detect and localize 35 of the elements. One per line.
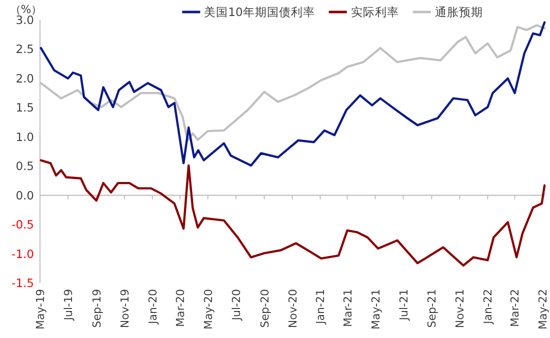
legend-label: 通胀预期 [434, 5, 483, 19]
line-series [40, 159, 546, 267]
x-tick-label: Jan-22 [482, 289, 495, 325]
x-tick-label: Sep-20 [258, 289, 272, 328]
x-tick-label: May-20 [202, 289, 215, 330]
x-tick-label: Jan-20 [146, 289, 160, 325]
legend-label: 实际利率 [350, 5, 399, 19]
legend-label: 美国10年期国债利率 [204, 5, 315, 19]
x-tick-label: Jul-21 [397, 289, 410, 322]
x-tick-label: Jul-19 [62, 289, 75, 322]
y-tick-label: -0.5 [12, 218, 34, 232]
y-tick-label: 0.5 [16, 159, 34, 174]
y-tick-label: -1.5 [12, 276, 34, 290]
y-tick-label: 1.0 [16, 130, 34, 144]
y-tick-label: 1.5 [16, 100, 34, 115]
line-series [40, 21, 546, 167]
x-tick-label: Mar-21 [341, 289, 354, 328]
y-tick-label: 0.0 [16, 188, 34, 202]
x-tick-label: Mar-22 [508, 289, 522, 328]
x-tick-label: Sep-19 [90, 289, 104, 328]
y-tick-label: 2.5 [16, 42, 34, 56]
x-tick-label: Mar-20 [174, 289, 187, 328]
x-tick-label: May-21 [369, 289, 382, 330]
x-tick-label: Jan-21 [314, 289, 328, 325]
x-tick-label: May-22 [536, 289, 550, 330]
y-tick-label: 2.0 [16, 71, 34, 86]
y-tick-label: -1.0 [12, 246, 34, 261]
x-tick-label: Nov-19 [118, 289, 132, 328]
x-tick-label: May-19 [34, 289, 47, 330]
x-tick-label: Nov-20 [286, 289, 300, 328]
y-tick-label: 3.0 [16, 13, 34, 27]
x-tick-label: Nov-21 [454, 289, 467, 328]
x-tick-label: Jul-20 [230, 289, 243, 322]
x-tick-label: Sep-21 [426, 289, 439, 328]
y-axis-title: （%） [10, 3, 42, 16]
